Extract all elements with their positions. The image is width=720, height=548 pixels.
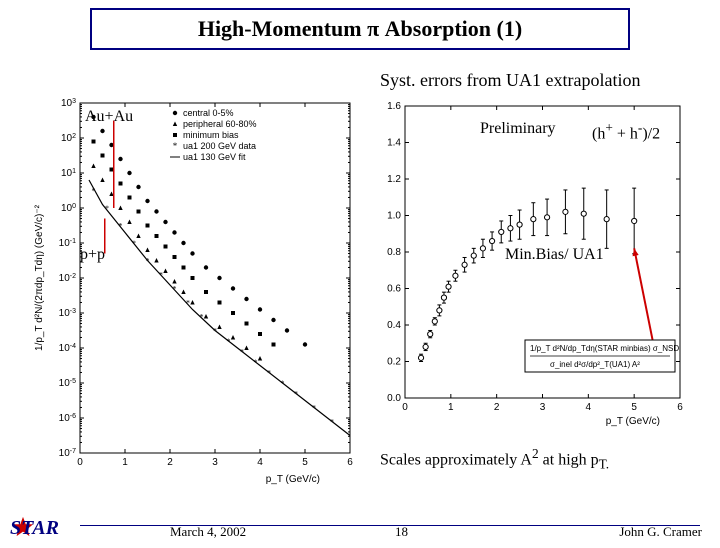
svg-text:ua1 130 GeV fit: ua1 130 GeV fit <box>183 152 246 162</box>
svg-text:1: 1 <box>122 457 128 468</box>
svg-text:σ_inel d²σ/dp²_T(UA1) A²: σ_inel d²σ/dp²_T(UA1) A² <box>550 360 640 369</box>
svg-text:0.6: 0.6 <box>387 284 401 295</box>
svg-text:1.6: 1.6 <box>387 101 401 112</box>
pp-label: p+p <box>80 246 105 264</box>
svg-text:5: 5 <box>302 457 308 468</box>
svg-text:0: 0 <box>402 402 408 413</box>
hplus-label: (h+ + h-)/2 <box>592 120 660 143</box>
scales-text: Scales approximately A2 at high pT. <box>380 446 609 473</box>
left-spectrum-plot: 10-710-610-510-410-310-210-1100101102103… <box>30 98 360 488</box>
preliminary-label: Preliminary <box>480 120 556 138</box>
footer: STAR March 4, 2002 18 John G. Cramer <box>0 512 720 540</box>
svg-text:p_T (GeV/c): p_T (GeV/c) <box>606 416 660 427</box>
hplus-mid: + h <box>613 125 638 142</box>
svg-text:1.0: 1.0 <box>387 211 401 222</box>
svg-text:*: * <box>119 222 123 231</box>
svg-text:*: * <box>330 418 334 427</box>
page-title: High-Momentum π Absorption (1) <box>198 16 522 41</box>
svg-text:*: * <box>312 404 316 413</box>
svg-text:*: * <box>186 299 190 308</box>
svg-text:5: 5 <box>631 402 637 413</box>
svg-text:*: * <box>254 358 258 367</box>
svg-text:1/p_T d²N/dp_Tdη(STAR minbias): 1/p_T d²N/dp_Tdη(STAR minbias) σ_NSD <box>530 344 679 353</box>
svg-text:100: 100 <box>61 203 76 215</box>
svg-text:*: * <box>213 327 217 336</box>
au-au-label: Au+Au <box>85 108 133 126</box>
svg-text:6: 6 <box>347 457 353 468</box>
scales-main: Scales approximately A <box>380 451 532 468</box>
scales-sup: 2 <box>532 446 539 461</box>
plot-area: 10-710-610-510-410-310-210-1100101102103… <box>30 98 690 488</box>
svg-text:*: * <box>240 348 244 357</box>
svg-text:4: 4 <box>257 457 263 468</box>
scales-tail: at high p <box>539 451 599 468</box>
svg-text:2: 2 <box>494 402 500 413</box>
hplus-open: (h <box>592 125 605 142</box>
svg-text:0.8: 0.8 <box>387 247 401 258</box>
svg-text:10-4: 10-4 <box>59 343 76 355</box>
minbias-label: Min.Bias/ UA1 <box>505 246 604 264</box>
footer-page-number: 18 <box>395 524 408 540</box>
svg-text:*: * <box>92 187 96 196</box>
svg-text:10-6: 10-6 <box>59 413 76 425</box>
syst-errors-text: Syst. errors from UA1 extrapolation <box>380 70 640 91</box>
svg-text:*: * <box>227 337 231 346</box>
svg-text:p_T (GeV/c): p_T (GeV/c) <box>266 474 320 485</box>
svg-text:peripheral 60-80%: peripheral 60-80% <box>183 119 257 129</box>
svg-text:1: 1 <box>448 402 454 413</box>
svg-text:minimum bias: minimum bias <box>183 130 239 140</box>
hplus-tail: )/2 <box>642 125 660 142</box>
svg-text:4: 4 <box>586 402 592 413</box>
svg-text:102: 102 <box>61 133 76 145</box>
svg-text:10-2: 10-2 <box>59 273 76 285</box>
svg-text:central 0-5%: central 0-5% <box>183 108 234 118</box>
svg-text:3: 3 <box>212 457 218 468</box>
svg-text:1.4: 1.4 <box>387 138 401 149</box>
left-plot-svg: 10-710-610-510-410-310-210-1100101102103… <box>30 98 360 488</box>
svg-text:3: 3 <box>540 402 546 413</box>
svg-text:10-7: 10-7 <box>59 448 76 460</box>
svg-text:*: * <box>159 271 163 280</box>
svg-text:2: 2 <box>167 457 173 468</box>
title-box: High-Momentum π Absorption (1) <box>90 8 630 50</box>
svg-text:0: 0 <box>77 457 83 468</box>
svg-text:101: 101 <box>61 168 76 180</box>
star-logo-text: STAR <box>10 517 59 540</box>
svg-text:0.4: 0.4 <box>387 320 401 331</box>
svg-text:10-3: 10-3 <box>59 308 76 320</box>
svg-text:*: * <box>281 379 285 388</box>
svg-text:10-5: 10-5 <box>59 378 76 390</box>
footer-author: John G. Cramer <box>619 524 702 540</box>
right-ratio-plot: 0.0 0.2 0.4 0.6 0.8 1.0 1.2 1.4 1.6 0 1 2 3 4 5 6 p_T (G… <box>370 98 690 428</box>
svg-text:0.2: 0.2 <box>387 357 401 368</box>
hplus-sup1: + <box>605 120 613 135</box>
svg-text:103: 103 <box>61 98 76 109</box>
svg-text:*: * <box>105 204 109 213</box>
svg-text:*: * <box>294 390 298 399</box>
svg-text:ua1 200 GeV data: ua1 200 GeV data <box>183 141 256 151</box>
svg-text:1.2: 1.2 <box>387 174 401 185</box>
svg-text:1/p_T d²N/(2πdp_Tdη) (GeV/c)⁻²: 1/p_T d²N/(2πdp_Tdη) (GeV/c)⁻² <box>34 204 45 351</box>
svg-text:*: * <box>267 369 271 378</box>
svg-text:*: * <box>200 313 204 322</box>
svg-text:*: * <box>146 257 150 266</box>
svg-text:*: * <box>173 141 178 151</box>
scales-sub: T. <box>599 457 609 472</box>
footer-date: March 4, 2002 <box>170 524 246 540</box>
svg-text:*: * <box>132 239 136 248</box>
svg-text:0.0: 0.0 <box>387 393 401 404</box>
svg-text:10-1: 10-1 <box>59 238 76 250</box>
svg-text:6: 6 <box>677 402 683 413</box>
svg-text:*: * <box>173 285 177 294</box>
